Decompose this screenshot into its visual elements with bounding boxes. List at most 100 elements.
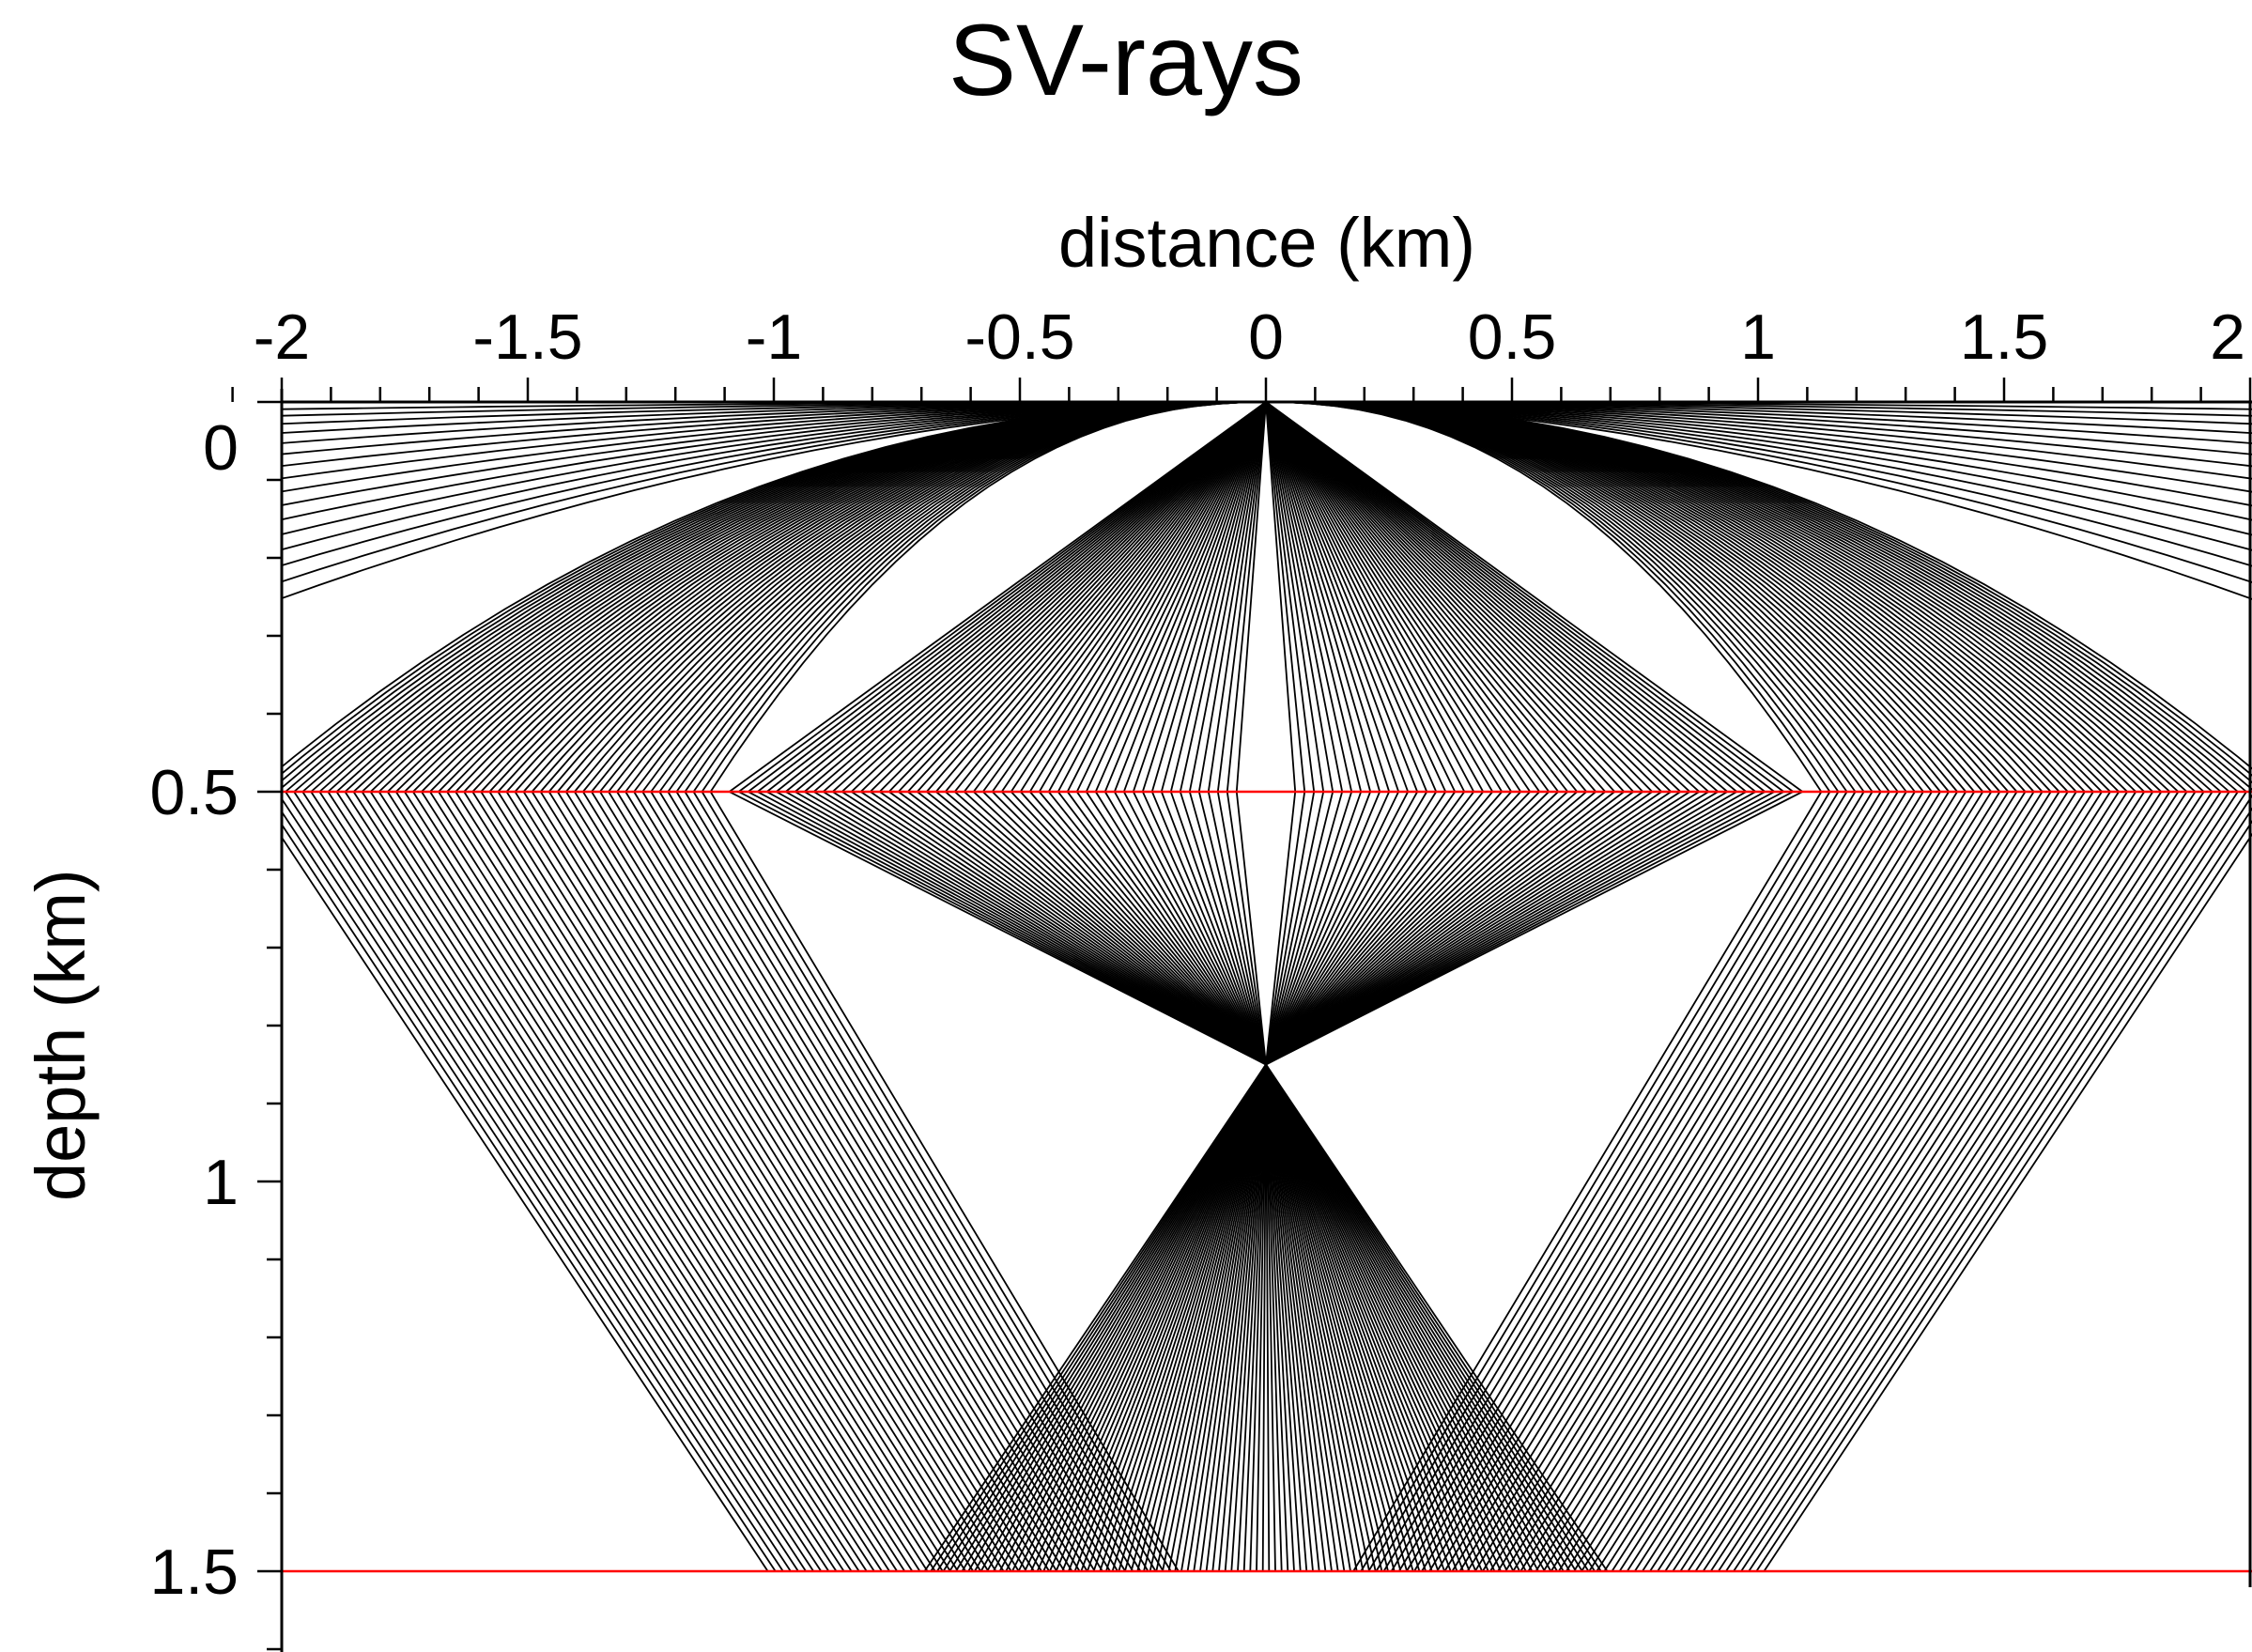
ray-set: [282, 402, 2252, 1572]
ray-path: [746, 402, 1596, 1572]
ray-path: [1105, 402, 1532, 1572]
ray-path: [1179, 402, 1308, 1572]
x-tick-label: 0: [1248, 301, 1284, 373]
ray-path: [974, 402, 1729, 1572]
interface-set: [282, 790, 2252, 1573]
ray-path: [1256, 402, 1306, 1572]
ray-path: [991, 402, 1433, 1572]
ray-path: [979, 402, 1720, 1572]
ray-path: [812, 402, 1552, 1572]
ray-path: [1087, 402, 1560, 1572]
ray-path: [1249, 402, 1316, 1572]
ray-path: [1049, 402, 1616, 1572]
ray-path: [1141, 402, 1333, 1572]
ray-path: [1080, 402, 1569, 1572]
ray-path: [850, 402, 1527, 1572]
x-tick-label: -0.5: [964, 301, 1074, 373]
x-tick-label: 1: [1740, 301, 1776, 373]
ray-path: [1216, 402, 1283, 1572]
ray-path: [1118, 402, 1513, 1572]
ray-path: [981, 402, 1440, 1572]
ray-path: [1036, 402, 1635, 1572]
ray-path: [897, 402, 1496, 1572]
ray-path: [1218, 402, 1363, 1572]
ray-path: [1224, 402, 1353, 1572]
axes: -2 -1.5 -1 -0.5 0 0.5 1 1.5 2 0 0.5 1 1.5: [149, 301, 2252, 1652]
ray-path: [967, 402, 1738, 1572]
ray-path: [1028, 402, 1408, 1572]
ray-path: [1073, 402, 1579, 1572]
ray-path: [1211, 402, 1372, 1572]
ray-path: [1160, 402, 1320, 1572]
ray-path: [878, 402, 1508, 1572]
ray-path: [1167, 402, 1438, 1572]
ray-path: [1130, 402, 1494, 1572]
x-tick-label: -2: [254, 301, 310, 373]
ray-path: [1235, 402, 1271, 1572]
ray-path: [1205, 402, 1381, 1572]
ray-path: [1024, 402, 1654, 1572]
x-tick-label: -1: [746, 301, 802, 373]
y-tick-label: 0: [203, 412, 239, 484]
ray-path: [1193, 402, 1400, 1572]
ray-path: [1068, 402, 1588, 1572]
ray-path: [736, 402, 1602, 1572]
ray-path: [1017, 402, 1663, 1572]
ray-path: [1085, 402, 1370, 1572]
ray-path: [1122, 402, 1346, 1572]
x-tick-label: -1.5: [472, 301, 582, 373]
ray-path: [963, 402, 1452, 1572]
x-tick-label: 0.5: [1468, 301, 1557, 373]
ray-path: [1197, 402, 1295, 1572]
y-tick-label: 0.5: [149, 757, 239, 828]
ray-path: [1186, 402, 1410, 1572]
ray-path: [794, 402, 1565, 1572]
ray-path: [869, 402, 1515, 1572]
ray-path: [1199, 402, 1391, 1572]
ray-path: [727, 402, 1609, 1572]
ray-path: [1226, 402, 1276, 1572]
ray-path: [1113, 402, 1351, 1572]
ray-path: [755, 402, 1590, 1572]
ray-path: [1162, 402, 1447, 1572]
ray-path: [803, 402, 1558, 1572]
ray-path: [961, 402, 1748, 1572]
ray-path: [1075, 402, 1377, 1572]
ray-path: [887, 402, 1502, 1572]
ray-path: [1155, 402, 1457, 1572]
ray-path: [934, 402, 1471, 1572]
ray-path: [1132, 402, 1339, 1572]
ray-path: [1242, 402, 1325, 1572]
ray-path: [1149, 402, 1466, 1572]
ray-path: [831, 402, 1539, 1572]
ray-path: [1265, 402, 2252, 600]
ray-path: [1143, 402, 1475, 1572]
ray-path: [1150, 402, 1327, 1572]
ray-path: [1005, 402, 1682, 1572]
ray-path: [949, 402, 1767, 1572]
ray-path: [1030, 402, 1644, 1572]
ray-path: [1042, 402, 1626, 1572]
x-tick-label: 1.5: [1960, 301, 2049, 373]
ray-path: [1136, 402, 1485, 1572]
ray-path: [1057, 402, 1389, 1572]
ray-path: [774, 402, 1577, 1572]
ray-path: [822, 402, 1546, 1572]
ray-path: [1188, 402, 1302, 1572]
ray-path: [784, 402, 1571, 1572]
ray-path: [282, 402, 1267, 600]
ray-path: [1061, 402, 1597, 1572]
ray-path: [1092, 402, 1550, 1572]
ray-path: [972, 402, 1445, 1572]
ray-path: [1094, 402, 1365, 1572]
ray-path: [942, 402, 1777, 1572]
ray-path: [953, 402, 1458, 1572]
ray-path: [955, 402, 1758, 1572]
chart-title: SV-rays: [948, 3, 1304, 116]
ray-path: [1180, 402, 1419, 1572]
ray-path: [1111, 402, 1522, 1572]
ray-path: [1207, 402, 1289, 1572]
y-tick-label: 1.5: [149, 1536, 239, 1608]
